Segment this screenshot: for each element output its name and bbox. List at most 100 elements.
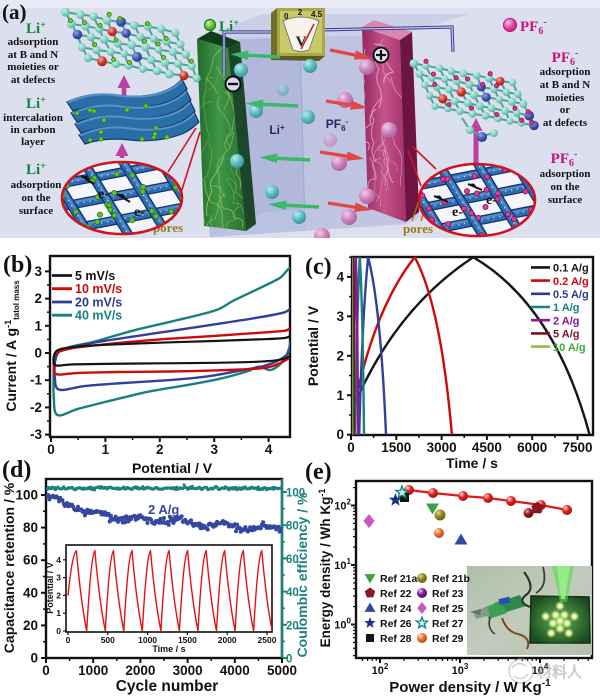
svg-text:0.5 A/g: 0.5 A/g: [553, 289, 589, 301]
svg-text:60: 60: [286, 554, 299, 566]
svg-text:1 A/g: 1 A/g: [553, 302, 580, 314]
svg-text:20: 20: [286, 620, 299, 632]
svg-text:Time / s: Time / s: [446, 455, 498, 471]
svg-text:2000: 2000: [125, 663, 155, 678]
svg-text:V: V: [296, 34, 307, 50]
svg-text:0: 0: [336, 427, 344, 442]
svg-text:3: 3: [34, 264, 42, 279]
svg-text:3: 3: [56, 573, 61, 583]
svg-text:20 mV/s: 20 mV/s: [75, 296, 122, 310]
svg-text:e-: e-: [452, 205, 463, 220]
svg-text:(c): (c): [305, 254, 332, 280]
svg-text:4: 4: [265, 442, 273, 457]
svg-text:0: 0: [34, 346, 42, 361]
svg-text:60: 60: [23, 553, 38, 568]
svg-text:or: or: [560, 104, 571, 116]
svg-text:e-: e-: [134, 205, 145, 220]
svg-text:e-: e-: [98, 187, 109, 202]
svg-text:10 mV/s: 10 mV/s: [75, 282, 122, 296]
svg-text:at defects: at defects: [543, 117, 588, 129]
svg-text:Power density / W Kg-1: Power density / W Kg-1: [389, 678, 551, 696]
svg-text:at defects: at defects: [11, 74, 56, 86]
svg-text:2 A/g: 2 A/g: [553, 315, 580, 327]
svg-text:80: 80: [23, 520, 38, 535]
svg-text:Ref 23: Ref 23: [432, 588, 464, 600]
svg-text:4000: 4000: [220, 663, 250, 678]
svg-text:3000: 3000: [427, 440, 457, 455]
svg-text:Coulombic efficiency / %: Coulombic efficiency / %: [294, 492, 310, 657]
svg-text:e-: e-: [486, 193, 497, 208]
svg-text:on the: on the: [550, 181, 579, 193]
svg-text:1: 1: [336, 388, 344, 403]
svg-text:2500: 2500: [258, 635, 277, 645]
svg-text:(d): (d): [2, 457, 31, 483]
svg-text:Capacitance retention / %: Capacitance retention / %: [1, 482, 17, 653]
svg-text:pores: pores: [403, 221, 433, 236]
svg-text:adsorption: adsorption: [540, 168, 591, 180]
svg-text:PF6-: PF6-: [552, 48, 579, 68]
svg-text:Ref 21a: Ref 21a: [380, 573, 418, 585]
svg-text:1: 1: [102, 442, 110, 457]
svg-text:Ref 28: Ref 28: [380, 633, 412, 645]
svg-text:1500: 1500: [381, 440, 411, 455]
svg-text:4: 4: [336, 269, 344, 284]
svg-text:1500: 1500: [178, 635, 197, 645]
svg-text:in carbon: in carbon: [11, 124, 56, 136]
svg-text:6000: 6000: [517, 440, 547, 455]
svg-text:Ref 27: Ref 27: [432, 618, 464, 630]
svg-text:5 mV/s: 5 mV/s: [75, 269, 115, 283]
svg-text:1: 1: [56, 608, 61, 618]
svg-text:Ref 24: Ref 24: [380, 603, 412, 615]
svg-text:Potential / V: Potential / V: [305, 305, 321, 386]
svg-text:2 A/g: 2 A/g: [148, 502, 179, 517]
svg-text:40: 40: [23, 585, 38, 600]
svg-text:5 A/g: 5 A/g: [553, 329, 580, 341]
svg-text:1000: 1000: [78, 663, 108, 678]
svg-text:Cycle number: Cycle number: [116, 678, 219, 695]
svg-text:0.2 A/g: 0.2 A/g: [553, 276, 589, 288]
svg-text:adsorption: adsorption: [11, 179, 62, 191]
svg-text:4500: 4500: [472, 440, 502, 455]
svg-text:Ref 21b: Ref 21b: [432, 573, 470, 585]
svg-text:4: 4: [56, 555, 61, 565]
svg-text:1000: 1000: [138, 635, 157, 645]
svg-text:Ref 29: Ref 29: [432, 633, 464, 645]
svg-text:PF6-: PF6-: [551, 149, 578, 169]
svg-text:-2: -2: [30, 400, 42, 415]
svg-text:2: 2: [298, 8, 303, 17]
svg-text:0: 0: [30, 651, 38, 666]
svg-text:on the: on the: [21, 192, 50, 204]
svg-text:0: 0: [47, 442, 55, 457]
svg-text:1: 1: [34, 318, 42, 333]
svg-text:Potential / V: Potential / V: [132, 460, 213, 476]
svg-text:材料人: 材料人: [537, 663, 583, 681]
svg-text:(a): (a): [2, 0, 27, 24]
svg-text:100: 100: [286, 488, 305, 500]
svg-text:moieties or: moieties or: [7, 61, 59, 73]
svg-text:5000: 5000: [267, 663, 297, 678]
svg-text:adsorption: adsorption: [540, 66, 591, 78]
svg-text:adsorption: adsorption: [8, 36, 59, 48]
svg-text:2: 2: [34, 291, 42, 306]
svg-text:(e): (e): [305, 459, 332, 485]
svg-text:10 A/g: 10 A/g: [553, 342, 586, 354]
svg-text:40: 40: [286, 587, 299, 599]
svg-text:3: 3: [210, 442, 218, 457]
svg-text:Time / s: Time / s: [152, 644, 185, 654]
svg-text:0: 0: [286, 654, 292, 666]
svg-text:2000: 2000: [218, 635, 237, 645]
svg-text:(b): (b): [3, 252, 32, 278]
svg-text:4.5: 4.5: [311, 10, 323, 19]
svg-text:Energy density / Wh Kg-1: Energy density / Wh Kg-1: [317, 489, 333, 648]
svg-text:surface: surface: [19, 205, 53, 217]
svg-text:at B and N: at B and N: [8, 49, 58, 61]
svg-text:20: 20: [23, 618, 38, 633]
svg-text:layer: layer: [21, 136, 45, 148]
svg-text:2: 2: [56, 590, 61, 600]
svg-text:PF6-: PF6-: [520, 17, 547, 37]
svg-text:0.1 A/g: 0.1 A/g: [553, 263, 589, 275]
svg-text:0: 0: [284, 12, 289, 21]
svg-text:0: 0: [66, 635, 71, 645]
svg-text:-3: -3: [30, 427, 42, 442]
svg-text:0: 0: [56, 626, 61, 636]
